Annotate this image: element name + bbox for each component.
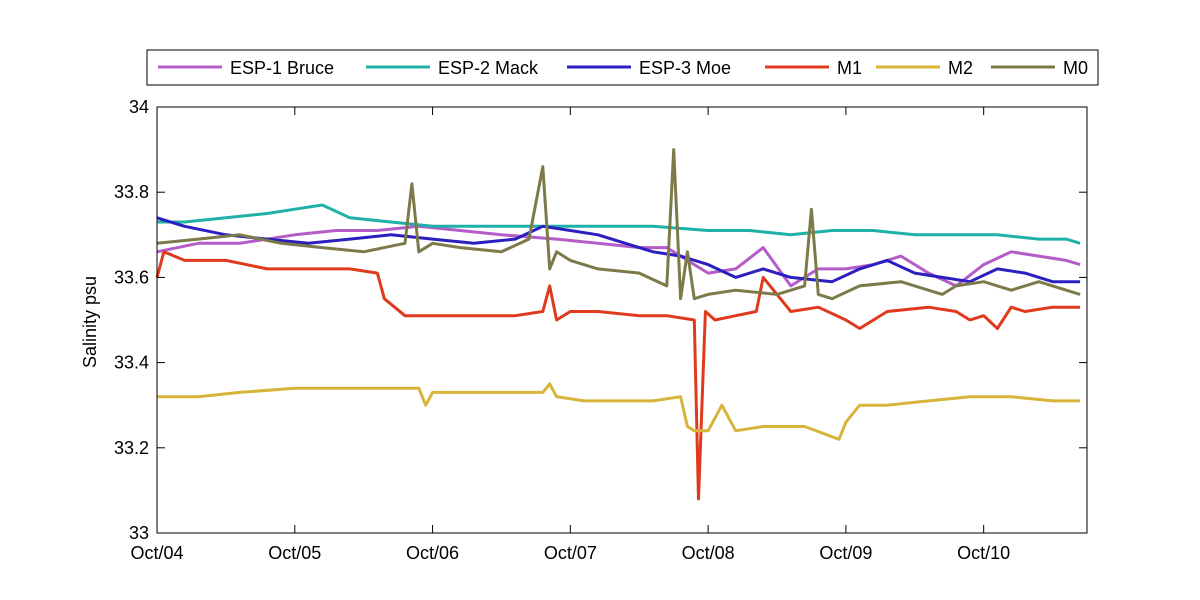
legend-label: ESP-3 Moe [639, 58, 731, 78]
axes-frame [156, 106, 1088, 534]
series-line-m0 [156, 148, 1081, 301]
legend: ESP-1 Bruce ESP-2 Mack ESP-3 Moe M1 M2 M0 [146, 49, 1099, 86]
x-tick-label: Oct/06 [406, 543, 459, 563]
y-tick-label: 33.2 [114, 438, 149, 458]
y-tick-label: 33.8 [114, 182, 149, 202]
y-tick-label: 33.6 [114, 267, 149, 287]
legend-label: M2 [948, 58, 973, 78]
series-line-m1 [155, 250, 1081, 501]
legend-label: ESP-2 Mack [438, 58, 539, 78]
x-tick-label: Oct/08 [682, 543, 735, 563]
x-tick-label: Oct/07 [544, 543, 597, 563]
y-tick-label: 33.4 [114, 353, 149, 373]
series-line-m2 [157, 382, 1081, 441]
series-line-esp-2-mack [157, 203, 1081, 245]
y-axis-label: Salinity psu [80, 276, 100, 368]
legend-label: M1 [837, 58, 862, 78]
series-line-esp-3-moe [156, 216, 1081, 284]
x-tick-label: Oct/05 [268, 543, 321, 563]
legend-label: M0 [1063, 58, 1088, 78]
legend-label: ESP-1 Bruce [230, 58, 334, 78]
x-tick-label: Oct/09 [819, 543, 872, 563]
y-tick-label: 34 [129, 97, 149, 117]
y-tick-label: 33 [129, 523, 149, 543]
plot-background [157, 107, 1087, 533]
axes: 33 33.2 33.4 33.6 33.8 34 Oct/04 Oct/05 Oct/06 Oc… [114, 97, 1088, 563]
plot-area [157, 107, 1087, 533]
x-tick-label: Oct/10 [957, 543, 1010, 563]
x-tick-label: Oct/04 [130, 543, 183, 563]
series-lines [155, 148, 1081, 501]
